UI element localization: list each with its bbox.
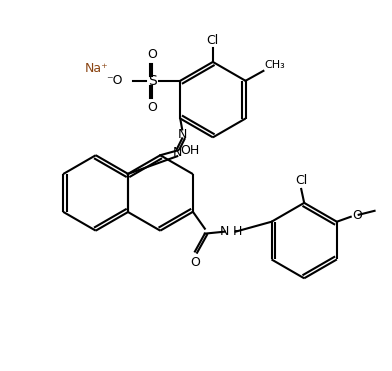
Text: H: H — [232, 225, 242, 238]
Text: O: O — [353, 209, 363, 222]
Text: N: N — [178, 128, 187, 141]
Text: O: O — [147, 48, 157, 61]
Text: ⁻O: ⁻O — [106, 74, 123, 87]
Text: Cl: Cl — [295, 174, 307, 187]
Text: S: S — [148, 74, 157, 88]
Text: OH: OH — [180, 144, 200, 157]
Text: O: O — [147, 101, 157, 114]
Text: N: N — [172, 146, 182, 159]
Text: Na⁺: Na⁺ — [85, 62, 109, 75]
Text: O: O — [190, 256, 200, 269]
Text: Cl: Cl — [207, 34, 219, 47]
Text: N: N — [220, 225, 229, 238]
Text: CH₃: CH₃ — [264, 60, 285, 70]
